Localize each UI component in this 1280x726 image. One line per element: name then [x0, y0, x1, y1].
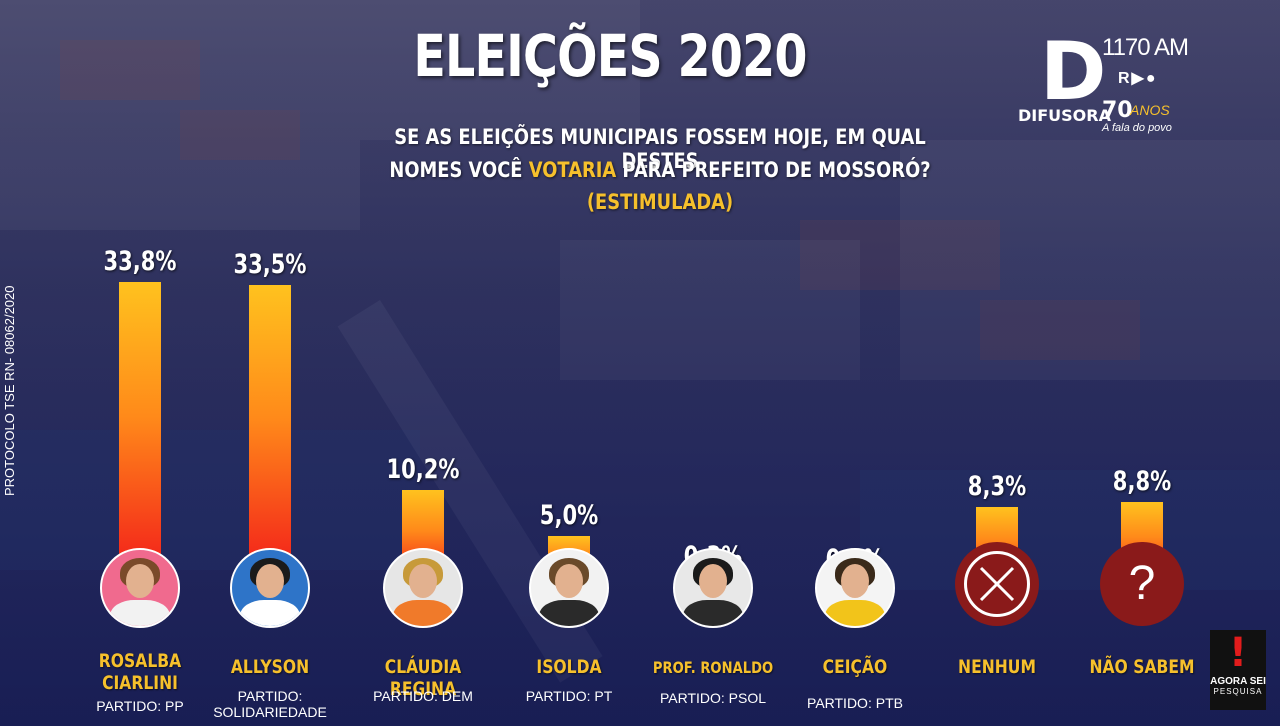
value-label-allyson: 33,5% — [233, 248, 307, 280]
agora-sei-line1: AGORA SEI — [1210, 676, 1266, 687]
candidate-name-rosalba-ciarlini: ROSALBA CIARLINI — [98, 650, 182, 694]
candidate-photo-rosalba-ciarlini — [100, 548, 180, 628]
logo-icons: R▶● — [1118, 70, 1158, 87]
question-circle-icon: ? — [1100, 542, 1184, 626]
party-label-isolda: PARTIDO: PT — [525, 688, 613, 704]
bar-allyson — [249, 284, 291, 580]
logo-slogan: A fala do povo — [1102, 122, 1172, 134]
logo-letter: D — [1040, 25, 1107, 118]
question-line-2-post: PARA PREFEITO DE MOSSORÓ? — [616, 158, 931, 182]
candidate-photo-prof-ronaldo — [673, 548, 753, 628]
party-label-prof-ronaldo: PARTIDO: PSOL — [659, 690, 767, 706]
value-label-claudia-regina: 10,2% — [386, 454, 460, 486]
logo-years: 70 — [1102, 98, 1133, 123]
party-label-ceicao: PARTIDO: PTB — [807, 695, 903, 711]
logo-name: DIFUSORA — [1018, 106, 1111, 125]
value-label-nao-sabem: 8,8% — [1112, 466, 1172, 498]
candidate-name-claudia-regina: CLÁUDIA REGINA — [384, 656, 462, 700]
candidate-photo-ceicao — [815, 548, 895, 628]
candidate-photo-allyson — [230, 548, 310, 628]
candidate-photo-isolda — [529, 548, 609, 628]
candidate-name-isolda: ISOLDA — [536, 656, 602, 678]
logo-frequency: 1170 AM — [1102, 34, 1189, 61]
candidate-name-nenhum: NENHUM — [958, 656, 1036, 678]
x-circle-icon — [955, 542, 1039, 626]
party-label-allyson: PARTIDO: SOLIDARIEDADE — [213, 688, 327, 720]
value-label-nenhum: 8,3% — [967, 470, 1027, 502]
candidate-name-allyson: ALLYSON — [230, 656, 310, 678]
candidate-name-ceicao: CEIÇÃO — [822, 656, 888, 678]
agora-sei-mark: ! — [1228, 630, 1248, 676]
difusora-logo: D 1170 AM R▶● DIFUSORA 70 ANOS A fala do… — [1018, 32, 1218, 142]
question-line-3: (ESTIMULADA) — [586, 190, 734, 214]
question-line-2: NOMES VOCÊ VOTARIA PARA PREFEITO DE MOSS… — [354, 158, 966, 182]
protocol-text: PROTOCOLO TSE RN- 08062/2020 — [2, 285, 17, 496]
page-title: ELEIÇÕES 2020 — [413, 22, 807, 90]
party-label-rosalba-ciarlini: PARTIDO: PP — [96, 698, 184, 714]
candidate-name-prof-ronaldo: PROF. RONALDO — [652, 658, 774, 677]
question-highlight: VOTARIA — [528, 158, 617, 182]
party-label-claudia-regina: PARTIDO: DEM — [373, 688, 473, 704]
value-label-rosalba-ciarlini: 33,8% — [103, 246, 177, 277]
value-label-isolda: 5,0% — [539, 499, 599, 531]
candidate-photo-claudia-regina — [383, 548, 463, 628]
agora-sei-logo: ! AGORA SEI PESQUISA — [1210, 630, 1266, 710]
candidate-name-nao-sabem: NÃO SABEM — [1089, 656, 1195, 678]
question-line-1: SE AS ELEIÇÕES MUNICIPAIS FOSSEM HOJE, E… — [394, 125, 926, 173]
agora-sei-line2: PESQUISA — [1213, 687, 1263, 696]
logo-years-word: ANOS — [1130, 102, 1170, 118]
question-line-2-pre: NOMES VOCÊ — [389, 158, 529, 182]
bar-rosalba-ciarlini — [119, 282, 161, 580]
